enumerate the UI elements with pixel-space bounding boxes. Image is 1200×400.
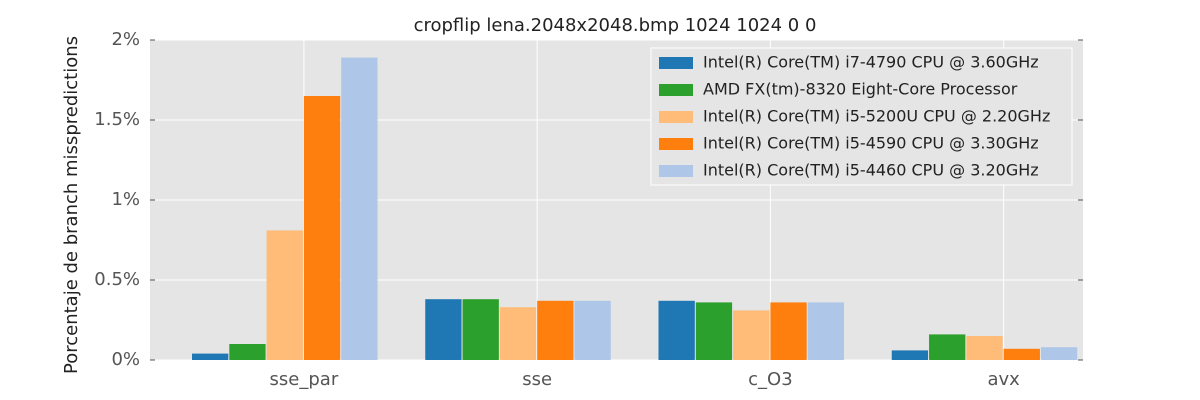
legend-label: Intel(R) Core(TM) i5-4590 CPU @ 3.30GHz: [703, 134, 1039, 153]
y-tick-label: 1.5%: [94, 109, 140, 130]
x-tick-label: sse_par: [270, 369, 339, 390]
bar: [966, 336, 1003, 360]
chart-title: cropflip lena.2048x2048.bmp 1024 1024 0 …: [414, 15, 817, 36]
legend-swatch: [659, 138, 693, 150]
legend-box: [650, 47, 1073, 186]
bar: [229, 344, 266, 360]
bar: [303, 96, 341, 360]
bar: [929, 334, 966, 360]
bar: [341, 57, 378, 360]
bar: [574, 300, 611, 360]
y-tick-label: 0%: [111, 349, 140, 370]
legend-swatch: [659, 84, 693, 96]
bar: [807, 302, 844, 360]
legend-label: Intel(R) Core(TM) i5-4460 CPU @ 3.20GHz: [703, 161, 1039, 180]
y-tick-label: 0.5%: [94, 269, 140, 290]
legend-swatch: [659, 165, 693, 177]
bar: [770, 302, 807, 360]
y-tick-label: 2%: [111, 29, 140, 50]
bar: [695, 302, 733, 360]
bar: [733, 310, 770, 360]
x-tick-label: c_O3: [748, 369, 793, 390]
x-tick-label: sse: [522, 369, 552, 390]
bar: [1040, 347, 1078, 360]
y-tick-label: 1%: [111, 189, 140, 210]
legend-swatch: [659, 57, 693, 69]
legend-label: AMD FX(tm)-8320 Eight-Core Processor: [703, 80, 1018, 99]
legend-swatch: [659, 111, 693, 123]
bar: [266, 230, 303, 360]
bar: [499, 307, 537, 360]
bar: [658, 300, 695, 360]
y-axis-label: Porcentaje de branch misspredictions: [61, 36, 82, 374]
legend-label: Intel(R) Core(TM) i7-4790 CPU @ 3.60GHz: [703, 53, 1039, 72]
bar: [192, 353, 229, 360]
x-tick-label: avx: [987, 369, 1020, 390]
bar: [1003, 348, 1040, 360]
legend-label: Intel(R) Core(TM) i5-5200U CPU @ 2.20GHz: [703, 107, 1050, 126]
bar: [425, 299, 462, 360]
bar: [891, 350, 929, 360]
bar: [462, 299, 499, 360]
bar: [537, 300, 574, 360]
